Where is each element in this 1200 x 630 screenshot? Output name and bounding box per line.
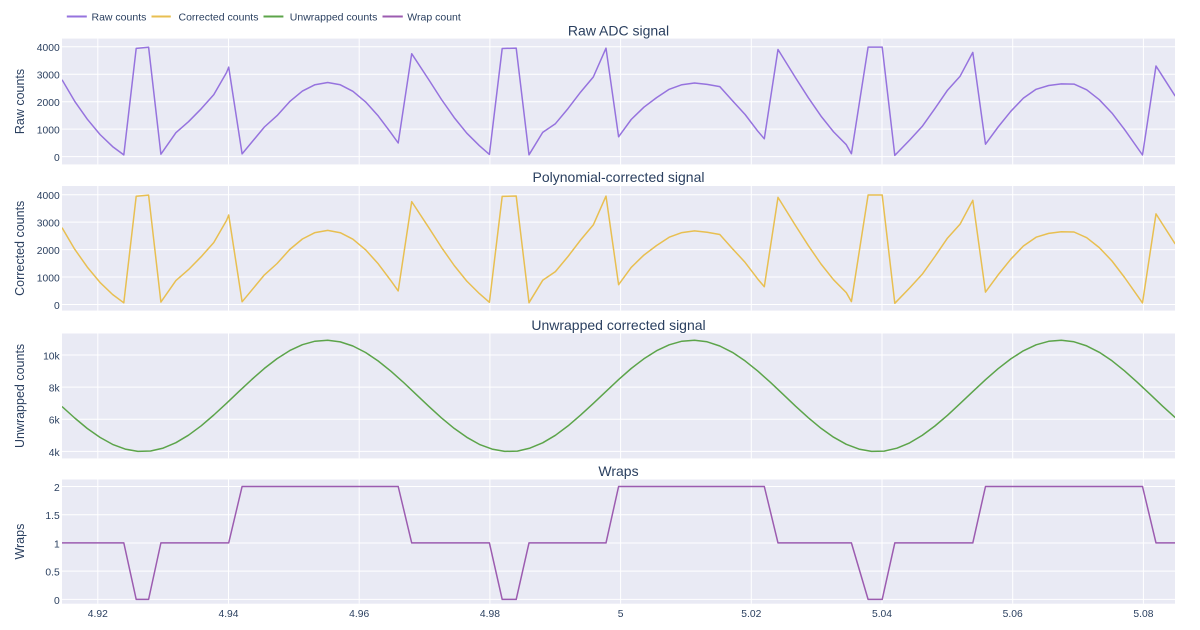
- svg-text:2000: 2000: [37, 246, 60, 257]
- svg-text:4.96: 4.96: [349, 609, 369, 620]
- svg-text:10k: 10k: [43, 351, 60, 362]
- svg-text:4000: 4000: [37, 191, 60, 202]
- svg-text:Corrected counts: Corrected counts: [13, 201, 27, 296]
- svg-text:8k: 8k: [49, 383, 61, 394]
- svg-text:Raw counts: Raw counts: [92, 11, 147, 23]
- svg-text:4k: 4k: [49, 448, 61, 459]
- svg-text:Raw counts: Raw counts: [13, 69, 27, 134]
- svg-text:1000: 1000: [37, 273, 60, 284]
- svg-text:3000: 3000: [37, 219, 60, 230]
- svg-text:3000: 3000: [37, 71, 60, 82]
- svg-text:5.08: 5.08: [1133, 609, 1153, 620]
- svg-text:Unwrapped counts: Unwrapped counts: [13, 344, 27, 448]
- svg-text:5.04: 5.04: [872, 609, 892, 620]
- svg-text:Wraps: Wraps: [598, 463, 638, 479]
- svg-text:5.06: 5.06: [1003, 609, 1023, 620]
- svg-text:4000: 4000: [37, 43, 60, 54]
- svg-text:Wrap count: Wrap count: [407, 11, 461, 23]
- svg-text:1000: 1000: [37, 126, 60, 137]
- svg-text:4.92: 4.92: [88, 609, 108, 620]
- svg-text:Raw ADC signal: Raw ADC signal: [568, 22, 669, 38]
- svg-text:Wraps: Wraps: [13, 524, 27, 560]
- svg-text:0: 0: [54, 596, 60, 607]
- svg-text:0.5: 0.5: [45, 568, 60, 579]
- svg-text:Corrected counts: Corrected counts: [179, 11, 259, 23]
- svg-text:4.94: 4.94: [218, 609, 238, 620]
- svg-text:Polynomial-corrected signal: Polynomial-corrected signal: [533, 169, 705, 185]
- svg-text:Unwrapped counts: Unwrapped counts: [290, 11, 378, 23]
- svg-text:6k: 6k: [49, 416, 61, 427]
- svg-text:1: 1: [54, 539, 60, 550]
- svg-text:1.5: 1.5: [45, 511, 60, 522]
- svg-text:Unwrapped corrected signal: Unwrapped corrected signal: [531, 317, 705, 333]
- svg-text:5.02: 5.02: [741, 609, 761, 620]
- svg-text:2000: 2000: [37, 98, 60, 109]
- svg-text:0: 0: [54, 153, 60, 164]
- svg-text:2: 2: [54, 483, 60, 494]
- svg-text:0: 0: [54, 301, 60, 312]
- svg-text:4.98: 4.98: [480, 609, 500, 620]
- svg-text:5: 5: [618, 609, 624, 620]
